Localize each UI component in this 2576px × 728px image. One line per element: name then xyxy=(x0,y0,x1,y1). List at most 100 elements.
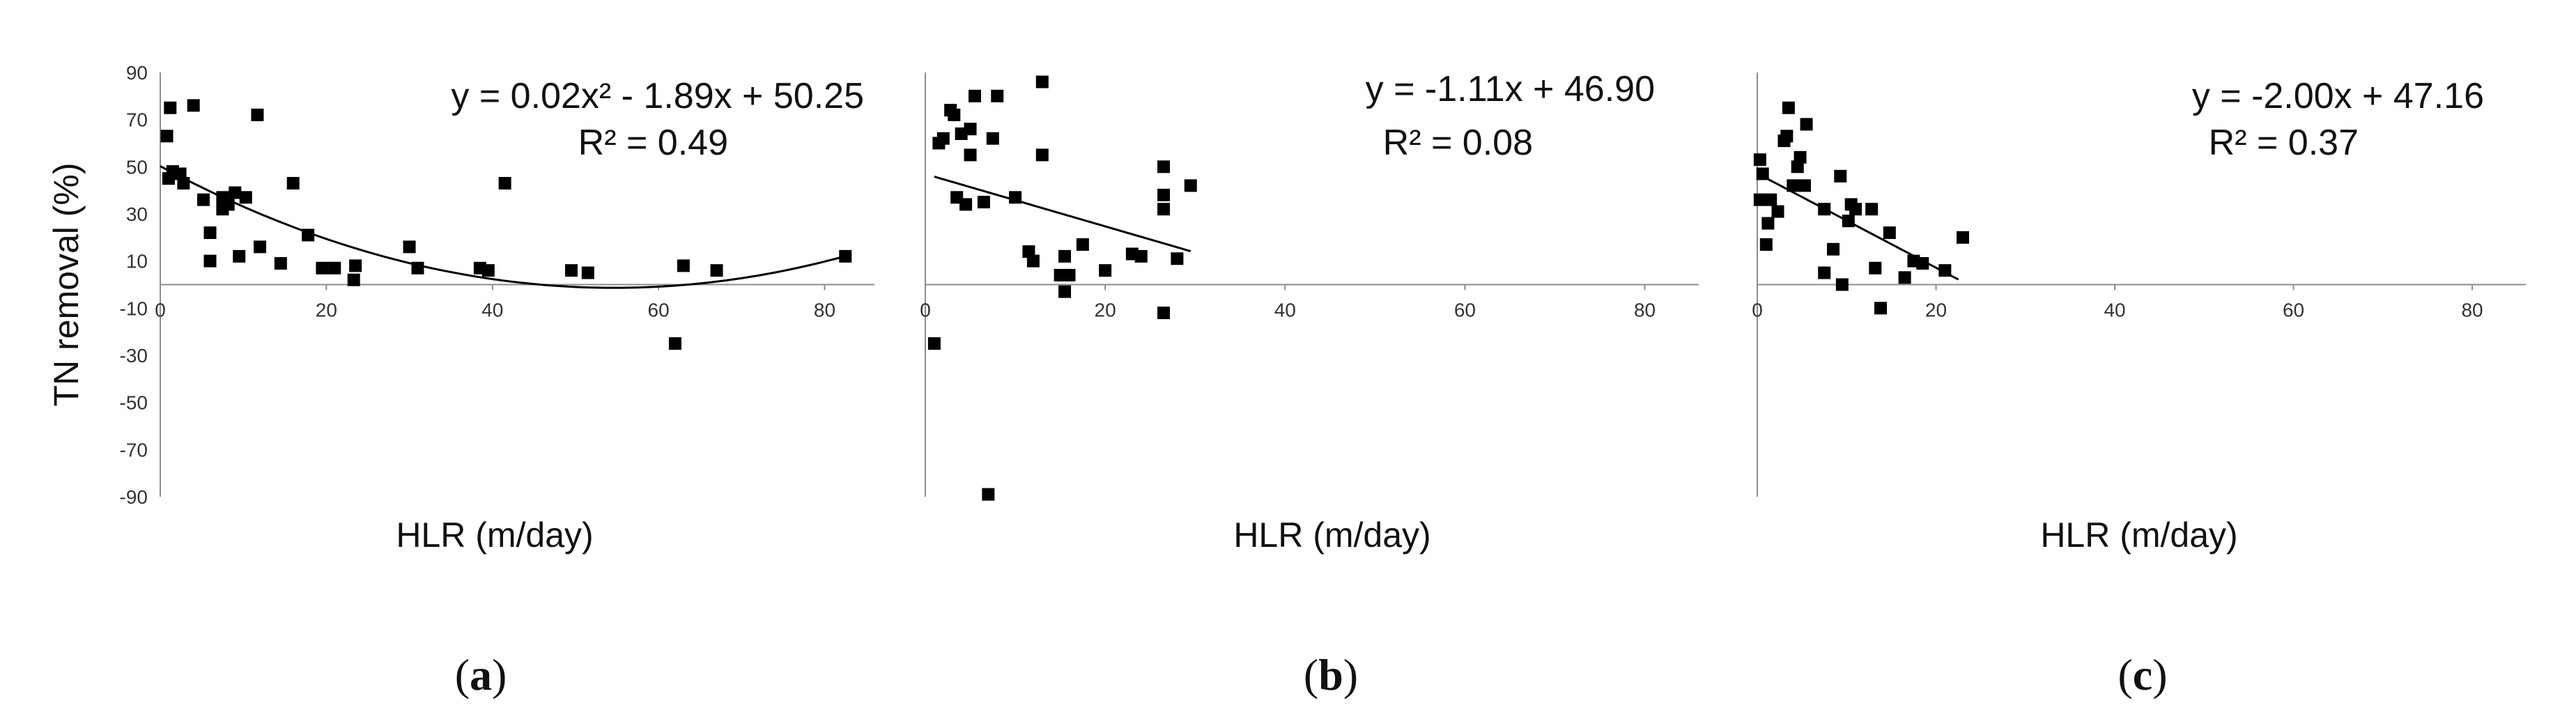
x-tick-label: 80 xyxy=(1634,300,1656,321)
x-tick-label: 60 xyxy=(2283,300,2304,321)
r-squared: R² = 0.08 xyxy=(1383,123,1533,163)
data-point xyxy=(1058,285,1072,298)
data-point xyxy=(948,108,961,121)
data-point xyxy=(1157,307,1171,320)
y-tick-label: 50 xyxy=(126,156,148,178)
x-axis-label: HLR (m/day) xyxy=(2040,516,2237,555)
data-point xyxy=(203,254,217,268)
y-tick-label: 30 xyxy=(126,203,148,225)
x-tick-label: 80 xyxy=(814,300,835,321)
data-point xyxy=(964,148,977,162)
x-tick-label: 0 xyxy=(155,300,166,321)
data-point xyxy=(1756,167,1769,180)
x-tick-label: 80 xyxy=(2461,300,2483,321)
data-point xyxy=(839,249,852,263)
y-tick-label: -70 xyxy=(120,439,148,460)
data-point xyxy=(254,240,267,254)
data-point xyxy=(274,257,287,270)
r-squared: R² = 0.49 xyxy=(578,123,728,163)
data-point xyxy=(1099,264,1112,277)
x-tick-label: 0 xyxy=(920,300,931,321)
x-tick-label: 60 xyxy=(1454,300,1476,321)
data-point xyxy=(581,266,594,279)
data-point xyxy=(1026,254,1040,268)
data-point xyxy=(411,261,424,274)
data-point xyxy=(1794,150,1807,164)
data-point xyxy=(316,261,329,274)
data-point xyxy=(1818,266,1831,279)
data-point xyxy=(1827,242,1840,256)
data-point xyxy=(1157,160,1171,173)
data-point xyxy=(1134,249,1148,263)
y-tick-label: -50 xyxy=(120,392,148,414)
data-point xyxy=(1058,249,1072,263)
data-point xyxy=(160,130,173,143)
data-point xyxy=(1835,278,1849,291)
data-point xyxy=(1063,268,1076,281)
x-tick-label: 60 xyxy=(648,300,670,321)
data-point xyxy=(1022,245,1035,258)
x-axis-label: HLR (m/day) xyxy=(1233,516,1430,555)
data-point xyxy=(481,264,495,277)
data-point xyxy=(1753,193,1766,206)
data-point xyxy=(187,99,200,112)
panel-label: (b) xyxy=(1304,650,1358,699)
data-point xyxy=(302,229,315,242)
data-point xyxy=(1798,179,1811,192)
x-tick-label: 0 xyxy=(1752,300,1763,321)
data-point xyxy=(233,249,246,263)
data-point xyxy=(403,240,416,254)
y-tick-label: -90 xyxy=(120,486,148,508)
data-point xyxy=(222,198,235,211)
data-point xyxy=(991,89,1004,102)
data-point xyxy=(196,193,210,206)
data-point xyxy=(986,132,999,145)
data-point xyxy=(1956,231,1969,244)
data-point xyxy=(1834,169,1847,183)
data-point xyxy=(1771,205,1784,218)
y-tick-label: 70 xyxy=(126,109,148,131)
data-point xyxy=(203,226,217,240)
data-point xyxy=(1898,271,1911,284)
data-point xyxy=(936,132,950,145)
trendline xyxy=(934,176,1191,253)
data-point xyxy=(1782,101,1795,114)
data-point xyxy=(1753,153,1766,166)
data-point xyxy=(968,89,981,102)
data-point xyxy=(1791,160,1804,173)
data-point xyxy=(349,259,362,272)
data-point xyxy=(1916,257,1929,270)
data-point xyxy=(977,196,990,209)
data-point xyxy=(1035,148,1049,162)
data-point xyxy=(1764,193,1777,206)
panel-b: 0 20 40 60 80 HLR (m/day) y = -1.11x + 46.90 R²… xyxy=(920,69,1699,699)
data-point xyxy=(1759,238,1773,251)
data-point xyxy=(162,172,175,185)
y-tick-label: 90 xyxy=(126,62,148,84)
trend-equation: y = -1.11x + 46.90 xyxy=(1366,69,1655,109)
panel-label: (c) xyxy=(2118,650,2167,699)
data-point xyxy=(564,264,578,277)
data-point xyxy=(229,186,242,199)
panel-a: 0 20 40 60 80 90 70 50 30 10 -10 -30 -50 -70 -90 TN rem… xyxy=(47,62,874,699)
x-tick-label: 40 xyxy=(1274,300,1296,321)
data-point xyxy=(239,191,252,204)
trend-equation: y = 0.02x² - 1.89x + 50.25 xyxy=(451,76,864,116)
y-tick-label: -30 xyxy=(120,345,148,366)
data-point xyxy=(1076,238,1089,251)
data-point xyxy=(328,261,341,274)
data-point xyxy=(964,123,977,136)
data-point xyxy=(1849,203,1862,216)
y-tick-label: -10 xyxy=(120,297,148,319)
data-point xyxy=(1865,203,1879,216)
x-tick-label: 40 xyxy=(2104,300,2125,321)
data-point xyxy=(1938,264,1952,277)
trend-equation: y = -2.00x + 47.16 xyxy=(2192,76,2484,116)
data-point xyxy=(1184,179,1197,192)
data-point xyxy=(286,177,300,190)
data-point xyxy=(1842,215,1855,228)
x-tick-label: 20 xyxy=(316,300,337,321)
data-point xyxy=(164,101,177,114)
data-point xyxy=(347,273,360,286)
